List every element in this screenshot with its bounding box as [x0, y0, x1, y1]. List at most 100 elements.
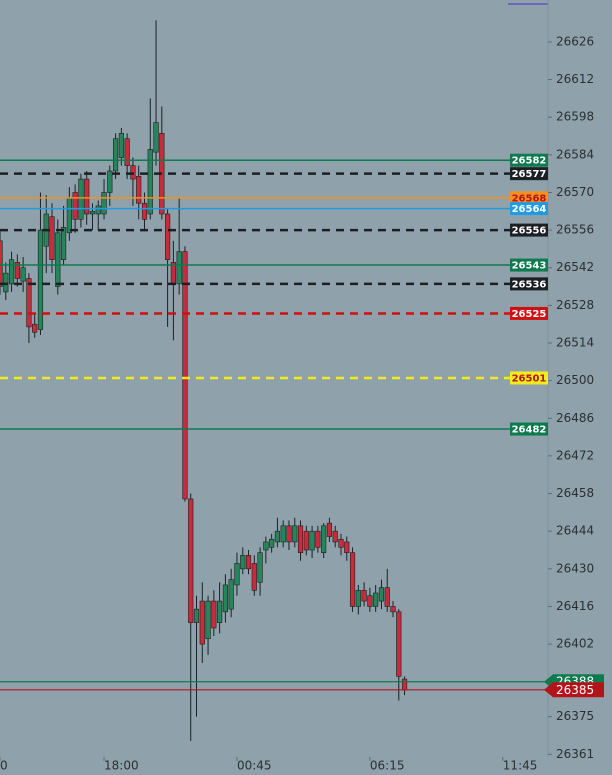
price-label: 26385 — [556, 683, 594, 697]
y-tick-label: 26375 — [556, 709, 594, 723]
candle-body — [182, 251, 188, 500]
candle-body — [321, 525, 327, 553]
x-tick-label: 0 — [0, 759, 8, 773]
candle-body — [165, 213, 171, 260]
candle-body — [141, 202, 148, 220]
candle-body — [390, 606, 396, 613]
level-label-box — [510, 277, 548, 291]
candle-body — [257, 552, 263, 583]
candle-body — [153, 122, 159, 153]
level-label: 26482 — [512, 425, 547, 436]
level-label-box — [510, 153, 548, 167]
candle-body — [130, 165, 136, 180]
candle-body — [205, 600, 211, 640]
candle-body — [8, 259, 15, 285]
candle-body — [32, 323, 38, 333]
candle-body — [292, 525, 298, 543]
level-label: 26556 — [512, 226, 547, 237]
candle-body — [26, 278, 32, 328]
candle-body — [101, 192, 107, 215]
level-label-box — [510, 371, 548, 385]
candle-body — [263, 541, 269, 551]
candle-body — [124, 138, 130, 166]
candle-body — [20, 267, 26, 282]
y-tick-label: 26486 — [556, 411, 594, 425]
candle-body — [332, 530, 338, 543]
level-label: 26525 — [512, 309, 547, 320]
candle-body — [84, 178, 90, 215]
candle-body — [14, 262, 20, 279]
level-label: 26536 — [512, 279, 547, 290]
candle-body — [55, 232, 61, 287]
y-tick-label: 26361 — [556, 747, 594, 761]
candle-body — [234, 563, 240, 586]
candle-body — [361, 590, 367, 602]
candle-body — [384, 587, 390, 607]
candle-body — [222, 584, 228, 613]
candle-body — [274, 530, 281, 543]
y-tick-label: 26528 — [556, 298, 594, 312]
candle-body — [338, 538, 344, 548]
level-label-box — [510, 202, 548, 216]
level-label: 26568 — [512, 193, 547, 204]
level-label: 26543 — [512, 261, 547, 272]
candle-body — [373, 592, 379, 607]
candle-body — [136, 176, 142, 204]
y-tick-label: 26598 — [556, 110, 594, 124]
candle-body — [367, 595, 373, 607]
y-tick-label: 26514 — [556, 336, 594, 350]
candle-body — [280, 525, 286, 543]
candle-body — [303, 530, 309, 551]
x-tick-label: 18:00 — [104, 759, 139, 773]
y-tick-label: 26402 — [556, 637, 594, 651]
candle-body — [315, 530, 321, 548]
x-tick-label: 06:15 — [370, 759, 405, 773]
y-tick-label: 26444 — [556, 524, 594, 538]
y-tick-label: 26584 — [556, 147, 594, 161]
candle-body — [72, 192, 78, 220]
candle-body — [344, 541, 350, 553]
candle-body — [378, 587, 385, 602]
level-label-box — [510, 258, 548, 272]
candle-body — [245, 555, 252, 570]
candle-body — [107, 170, 113, 193]
y-tick-label: 26430 — [556, 561, 594, 575]
candle-body — [217, 600, 223, 623]
level-label: 26577 — [512, 169, 547, 180]
candle-body — [228, 579, 234, 610]
candle-body — [3, 272, 9, 293]
candle-body — [349, 552, 356, 607]
level-label-box — [510, 306, 548, 320]
candle-body — [193, 608, 200, 623]
candle-body — [286, 525, 292, 543]
level-label-box — [510, 223, 548, 237]
candle-body — [60, 227, 67, 260]
candle-body — [251, 563, 257, 591]
y-tick-label: 26626 — [556, 34, 594, 48]
candle-body — [147, 149, 153, 215]
y-tick-label: 26542 — [556, 260, 594, 274]
y-tick-label: 26416 — [556, 599, 594, 613]
candle-body — [49, 216, 55, 260]
level-label-box — [510, 422, 548, 436]
y-tick-label: 26458 — [556, 486, 594, 500]
candle-body — [118, 133, 124, 158]
candle-body — [396, 611, 402, 677]
price-label-box — [544, 682, 604, 698]
candle-body — [355, 590, 361, 607]
candle-body — [326, 522, 333, 537]
level-label-box — [510, 191, 548, 205]
candle-body — [37, 229, 44, 330]
candle-body — [188, 498, 194, 623]
candle-body — [66, 197, 72, 234]
candle-body — [297, 525, 304, 553]
x-tick-label: 00:45 — [237, 759, 272, 773]
y-tick-label: 26570 — [556, 185, 594, 199]
candle-body — [199, 600, 205, 645]
y-tick-label: 26500 — [556, 373, 594, 387]
candle-body — [269, 538, 275, 548]
candle-body — [78, 178, 84, 220]
